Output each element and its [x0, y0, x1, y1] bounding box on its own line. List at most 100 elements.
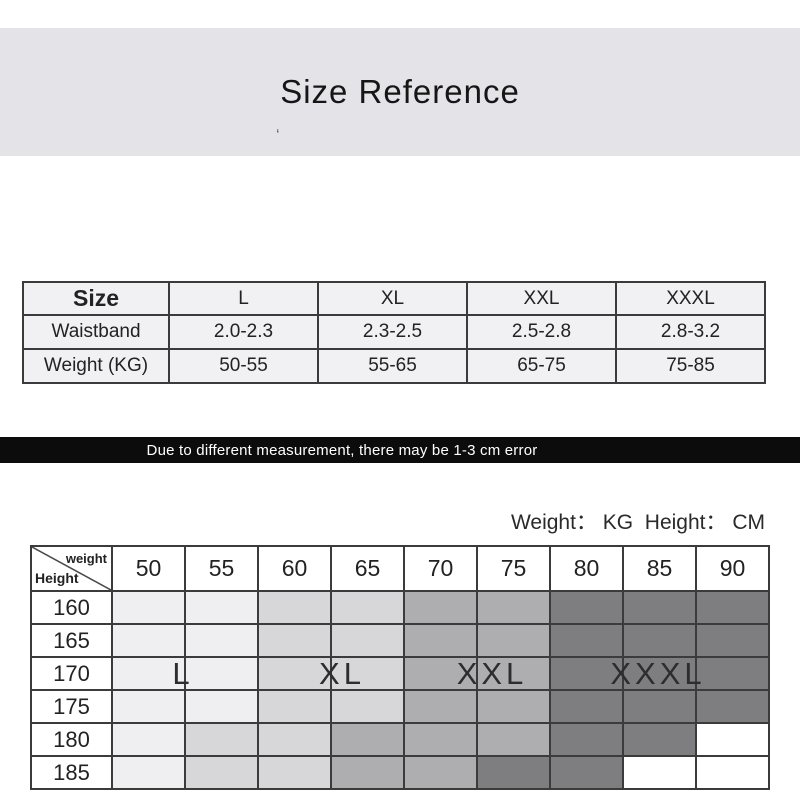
grid-cell [111, 755, 186, 790]
grid-corner-height-label: Height [35, 570, 79, 586]
grid-cell [330, 590, 405, 625]
spec-value: 2.3-2.5 [317, 314, 468, 350]
grid-size-label-l: L [172, 656, 194, 691]
grid-cell [184, 656, 259, 691]
height-row-label: 165 [30, 623, 113, 658]
grid-cell [549, 722, 624, 757]
grid-cell [549, 623, 624, 658]
grid-cell [476, 656, 551, 691]
spec-value: 65-75 [466, 348, 617, 384]
grid-cell [403, 755, 478, 790]
weight-col-header: 80 [549, 545, 624, 592]
weight-col-header: 70 [403, 545, 478, 592]
diagonal-divider-line [32, 547, 111, 590]
grid-cell [330, 656, 405, 691]
grid-cell [549, 656, 624, 691]
spec-col-l: L [168, 281, 319, 316]
page-title: Size Reference [280, 73, 520, 110]
grid-cell [695, 689, 770, 724]
grid-cell [549, 590, 624, 625]
grid-cell [695, 590, 770, 625]
notice-text: Due to different measurement, there may … [146, 441, 538, 459]
units-note: Weight： KG Height： CM [510, 511, 765, 534]
grid-corner-weight-label: weight [65, 551, 107, 566]
grid-cell [622, 623, 697, 658]
grid-cell [403, 590, 478, 625]
grid-size-label-xxxl: XXXL [610, 656, 706, 691]
height-row-label: 175 [30, 689, 113, 724]
spec-value: 75-85 [615, 348, 766, 384]
weight-col-header: 90 [695, 545, 770, 592]
grid-cell [695, 722, 770, 757]
weight-col-header: 85 [622, 545, 697, 592]
grid-cell [184, 722, 259, 757]
stray-mark: ‘ [276, 127, 280, 144]
spec-value: 2.0-2.3 [168, 314, 319, 350]
spec-row-label: Waistband [22, 314, 170, 350]
notice-banner: Due to different measurement, there may … [0, 437, 800, 463]
spec-value: 2.5-2.8 [466, 314, 617, 350]
grid-corner-cell: weight Height [30, 545, 113, 592]
grid-cell [476, 755, 551, 790]
spec-value: 2.8-3.2 [615, 314, 766, 350]
title-band: Size Reference [0, 28, 800, 156]
grid-cell [695, 755, 770, 790]
grid-cell [330, 755, 405, 790]
grid-cell [184, 623, 259, 658]
grid-cell [330, 722, 405, 757]
height-row-label: 180 [30, 722, 113, 757]
spec-row-weight: Weight (KG) 50-55 55-65 65-75 75-85 [22, 348, 766, 384]
grid-row-160: 160 [30, 590, 770, 625]
spec-row-label: Weight (KG) [22, 348, 170, 384]
grid-cell [622, 755, 697, 790]
grid-cell [476, 590, 551, 625]
size-spec-table: Size L XL XXL XXXL Waistband 2.0-2.3 2.3… [22, 281, 766, 384]
grid-cell [111, 689, 186, 724]
grid-cell [257, 590, 332, 625]
grid-cell [695, 656, 770, 691]
grid-cell [330, 623, 405, 658]
grid-cell [184, 590, 259, 625]
weight-col-header: 60 [257, 545, 332, 592]
weight-col-header: 65 [330, 545, 405, 592]
grid-cell [111, 722, 186, 757]
spec-col-xxxl: XXXL [615, 281, 766, 316]
grid-cell [257, 755, 332, 790]
spec-col-xxl: XXL [466, 281, 617, 316]
grid-cell [257, 689, 332, 724]
grid-cell [695, 623, 770, 658]
grid-cell [184, 755, 259, 790]
grid-cell [476, 623, 551, 658]
grid-cell [111, 656, 186, 691]
spec-corner-size: Size [22, 281, 170, 316]
grid-size-label-xxl: XXL [456, 656, 528, 691]
spec-row-waistband: Waistband 2.0-2.3 2.3-2.5 2.5-2.8 2.8-3.… [22, 314, 766, 350]
grid-cell [549, 755, 624, 790]
grid-cell [403, 623, 478, 658]
grid-cell [476, 689, 551, 724]
spec-value: 50-55 [168, 348, 319, 384]
size-grid-table: weight Height 50 55 60 65 70 75 80 85 90… [30, 545, 770, 790]
grid-cell [111, 623, 186, 658]
grid-cell [111, 590, 186, 625]
grid-cell [403, 656, 478, 691]
grid-row-185: 185 [30, 755, 770, 790]
grid-cell [403, 689, 478, 724]
spec-value: 55-65 [317, 348, 468, 384]
grid-row-170: 170 [30, 656, 770, 691]
grid-cell [549, 689, 624, 724]
height-row-label: 170 [30, 656, 113, 691]
height-row-label: 185 [30, 755, 113, 790]
weight-col-header: 75 [476, 545, 551, 592]
spec-col-xl: XL [317, 281, 468, 316]
grid-cell [622, 689, 697, 724]
grid-row-175: 175 [30, 689, 770, 724]
grid-cell [403, 722, 478, 757]
height-row-label: 160 [30, 590, 113, 625]
grid-header-row: weight Height 50 55 60 65 70 75 80 85 90 [30, 545, 770, 592]
grid-cell [257, 623, 332, 658]
grid-size-label-xl: XL [319, 656, 365, 691]
grid-cell [257, 656, 332, 691]
grid-row-165: 165 [30, 623, 770, 658]
grid-cell [476, 722, 551, 757]
